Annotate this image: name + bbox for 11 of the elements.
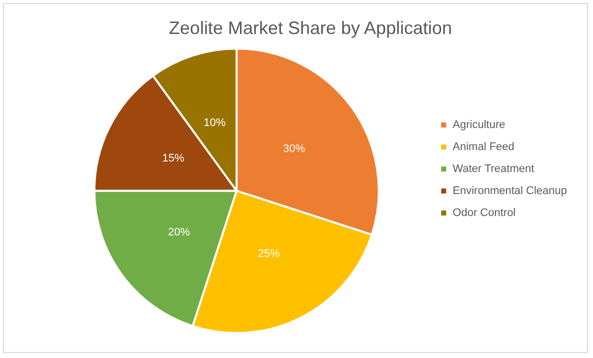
legend-label: Agriculture (452, 119, 506, 132)
legend-label: Environmental Cleanup (452, 185, 568, 198)
data-label: 30% (283, 143, 306, 156)
legend-label: Animal Feed (452, 141, 514, 154)
legend-label: Water Treatment (452, 163, 534, 176)
legend-label: Odor Control (452, 207, 516, 220)
data-label: 10% (204, 117, 226, 130)
data-label: 20% (168, 226, 190, 239)
chart-title: Zeolite Market Share by Application (168, 18, 452, 38)
data-label: 15% (162, 152, 184, 165)
data-label: 25% (258, 248, 280, 260)
